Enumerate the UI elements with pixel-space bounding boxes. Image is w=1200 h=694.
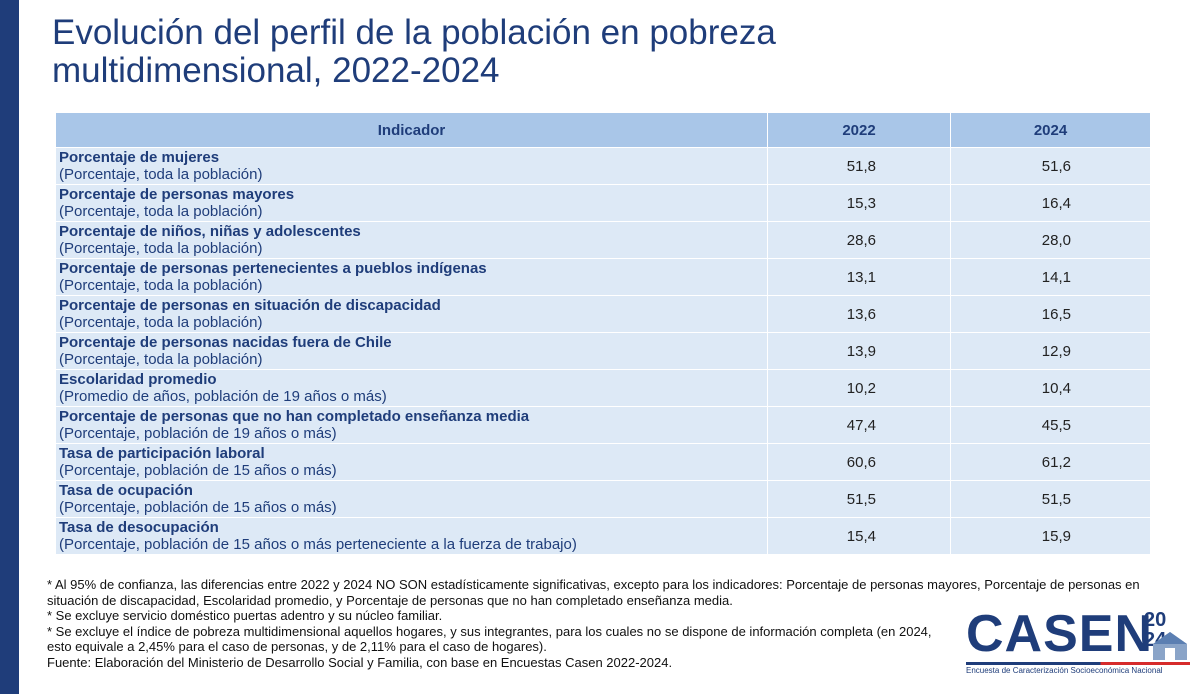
value-2022: 51,5 <box>767 480 951 518</box>
indicator-cell: Porcentaje de personas nacidas fuera de … <box>55 332 768 370</box>
table-row: Porcentaje de personas pertenecientes a … <box>55 258 1151 296</box>
indicator-subtitle: (Porcentaje, toda la población) <box>59 203 263 220</box>
value-2022: 51,8 <box>767 147 951 185</box>
table-row: Escolaridad promedio (Promedio de años, p… <box>55 369 1151 407</box>
value-2024: 16,4 <box>950 184 1151 222</box>
logo-wordmark: CASEN <box>966 605 1154 663</box>
indicator-cell: Porcentaje de personas pertenecientes a … <box>55 258 768 296</box>
indicator-subtitle: (Porcentaje, toda la población) <box>59 277 263 294</box>
header-indicador: Indicador <box>55 112 768 148</box>
footnote-significance: * Al 95% de confianza, las diferencias e… <box>47 577 1140 608</box>
indicator-cell: Porcentaje de mujeres (Porcentaje, toda l… <box>55 147 768 185</box>
casen-logo: CASEN 20 24 Encuesta de Caracterización … <box>966 606 1191 686</box>
table-row: Tasa de ocupación (Porcentaje, población … <box>55 480 1151 518</box>
indicator-cell: Porcentaje de personas en situación de d… <box>55 295 768 333</box>
value-2024: 15,9 <box>950 517 1151 555</box>
indicator-title: Porcentaje de personas en situación de d… <box>59 297 441 314</box>
footnote-domestic: * Se excluye servicio doméstico puertas … <box>47 608 443 623</box>
footnote-exclusion: * Se excluye el índice de pobreza multid… <box>47 623 932 655</box>
value-2024: 10,4 <box>950 369 1151 407</box>
indicator-cell: Escolaridad promedio (Promedio de años, p… <box>55 369 768 407</box>
indicator-title: Porcentaje de personas mayores <box>59 186 295 203</box>
indicator-subtitle: (Porcentaje, población de 19 años o más) <box>59 425 337 442</box>
logo-subtitle: Encuesta de Caracterización Socioeconómi… <box>966 666 1163 675</box>
footnote-source: Fuente: Elaboración del Ministerio de De… <box>47 654 673 670</box>
value-2022: 13,6 <box>767 295 951 333</box>
indicator-cell: Tasa de desocupación (Porcentaje, poblaci… <box>55 517 768 555</box>
table-row: Porcentaje de personas que no han comple… <box>55 406 1151 444</box>
table-row: Porcentaje de personas nacidas fuera de … <box>55 332 1151 370</box>
indicator-subtitle: (Porcentaje, población de 15 años o más … <box>59 536 577 553</box>
value-2024: 28,0 <box>950 221 1151 259</box>
indicator-subtitle: (Porcentaje, población de 15 años o más) <box>59 462 337 479</box>
logo-divider <box>966 662 1190 665</box>
table-header-row: Indicador 2022 2024 <box>55 112 1151 148</box>
value-2024: 14,1 <box>950 258 1151 296</box>
indicator-title: Tasa de participación laboral <box>59 445 265 462</box>
indicator-title: Tasa de desocupación <box>59 519 219 536</box>
footnotes: * Al 95% de confianza, las diferencias e… <box>47 577 1167 670</box>
indicator-title: Porcentaje de personas nacidas fuera de … <box>59 334 392 351</box>
value-2024: 51,5 <box>950 480 1151 518</box>
value-2022: 10,2 <box>767 369 951 407</box>
indicator-subtitle: (Porcentaje, toda la población) <box>59 166 263 183</box>
indicator-title: Porcentaje de mujeres <box>59 149 220 166</box>
value-2022: 15,3 <box>767 184 951 222</box>
indicator-cell: Porcentaje de personas mayores (Porcentaj… <box>55 184 768 222</box>
indicator-cell: Tasa de participación laboral (Porcentaje… <box>55 443 768 481</box>
indicator-subtitle: (Porcentaje, población de 15 años o más) <box>59 499 337 516</box>
value-2022: 60,6 <box>767 443 951 481</box>
indicator-title: Tasa de ocupación <box>59 482 193 499</box>
value-2024: 51,6 <box>950 147 1151 185</box>
page-title: Evolución del perfil de la población en … <box>52 13 776 90</box>
indicator-subtitle: (Promedio de años, población de 19 años … <box>59 388 387 405</box>
house-icon <box>1153 632 1187 660</box>
value-2022: 28,6 <box>767 221 951 259</box>
header-2022: 2022 <box>767 112 951 148</box>
indicator-cell: Porcentaje de niños, niñas y adolescente… <box>55 221 768 259</box>
value-2024: 45,5 <box>950 406 1151 444</box>
indicator-title: Porcentaje de personas pertenecientes a … <box>59 260 487 277</box>
table-row: Porcentaje de personas en situación de d… <box>55 295 1151 333</box>
header-2024: 2024 <box>950 112 1151 148</box>
value-2022: 47,4 <box>767 406 951 444</box>
table-row: Porcentaje de niños, niñas y adolescente… <box>55 221 1151 259</box>
table-row: Tasa de participación laboral (Porcentaje… <box>55 443 1151 481</box>
value-2022: 15,4 <box>767 517 951 555</box>
indicator-title: Porcentaje de niños, niñas y adolescente… <box>59 223 361 240</box>
indicator-subtitle: (Porcentaje, toda la población) <box>59 314 263 331</box>
value-2024: 12,9 <box>950 332 1151 370</box>
indicator-subtitle: (Porcentaje, toda la población) <box>59 351 263 368</box>
table-row: Tasa de desocupación (Porcentaje, poblaci… <box>55 517 1151 555</box>
value-2024: 61,2 <box>950 443 1151 481</box>
value-2022: 13,1 <box>767 258 951 296</box>
left-accent-bar <box>0 0 19 694</box>
indicator-subtitle: (Porcentaje, toda la población) <box>59 240 263 257</box>
value-2022: 13,9 <box>767 332 951 370</box>
table-row: Porcentaje de mujeres (Porcentaje, toda l… <box>55 147 1151 185</box>
indicator-title: Porcentaje de personas que no han comple… <box>59 408 530 425</box>
indicator-cell: Porcentaje de personas que no han comple… <box>55 406 768 444</box>
table-row: Porcentaje de personas mayores (Porcentaj… <box>55 184 1151 222</box>
indicator-cell: Tasa de ocupación (Porcentaje, población … <box>55 480 768 518</box>
indicator-title: Escolaridad promedio <box>59 371 217 388</box>
indicators-table: Indicador 2022 2024 Porcentaje de mujere… <box>55 112 1151 555</box>
value-2024: 16,5 <box>950 295 1151 333</box>
